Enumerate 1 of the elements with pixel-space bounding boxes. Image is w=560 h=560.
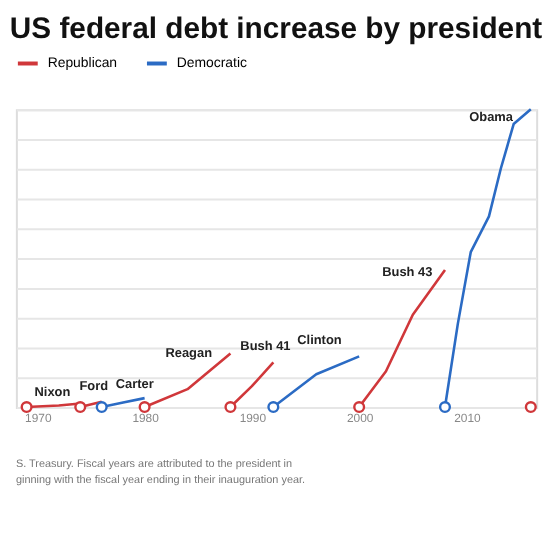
chart-title: US federal debt increase by president: [9, 13, 543, 46]
